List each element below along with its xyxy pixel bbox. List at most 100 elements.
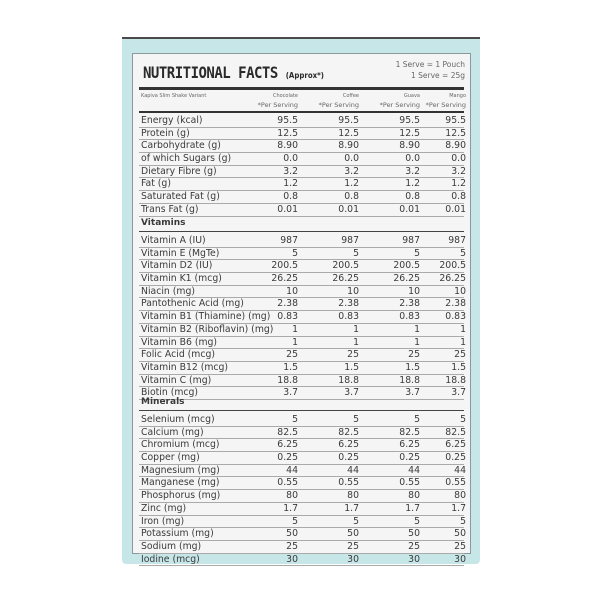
nutrient-value: 0.83 bbox=[445, 311, 466, 323]
vitamins-heading: Vitamins bbox=[139, 218, 464, 232]
nutrient-value: 50 bbox=[408, 528, 420, 540]
nutrient-value: 3.7 bbox=[283, 387, 298, 399]
nutrient-value: 50 bbox=[347, 528, 359, 540]
nutrient-value: 95.5 bbox=[399, 115, 420, 126]
nutrient-label: Vitamin A (IU) bbox=[141, 235, 206, 246]
nutrient-value: 12.5 bbox=[445, 127, 466, 139]
macros-section: Energy (kcal) 95.5 95.5 95.5 95.5 Protein (g)… bbox=[139, 115, 466, 217]
minerals-section: Minerals Selenium (mcg) 5 5 5 5 Calcium (mg) 8… bbox=[139, 397, 466, 567]
nutrient-value: 0.01 bbox=[338, 203, 359, 215]
nutrient-value: 26.25 bbox=[393, 273, 420, 285]
nutrient-row: Iron (mg) 5 5 5 5 bbox=[139, 515, 466, 529]
nutrient-label: Vitamin B1 (Thiamine) (mg) bbox=[141, 311, 271, 323]
nutrient-value: 200.5 bbox=[393, 260, 420, 272]
nutrient-value: 987 bbox=[402, 235, 420, 246]
nutrient-value: 25 bbox=[454, 540, 466, 552]
nutrient-label: Vitamin D2 (IU) bbox=[141, 260, 213, 272]
nutrient-value: 10 bbox=[454, 285, 466, 297]
nutrient-value: 0.55 bbox=[338, 477, 359, 489]
nutrient-label: Copper (mg) bbox=[141, 452, 200, 464]
nutrient-value: 6.25 bbox=[399, 439, 420, 451]
nutrient-row: Vitamin K1 (mcg) 26.25 26.25 26.25 26.25 bbox=[139, 273, 466, 286]
nutrient-value: 50 bbox=[286, 528, 298, 540]
nutrient-value: 5 bbox=[353, 515, 359, 527]
nutrient-label: Folic Acid (mcg) bbox=[141, 349, 216, 361]
nutrient-value: 95.5 bbox=[445, 115, 466, 126]
nutrient-label: Selenium (mcg) bbox=[141, 414, 215, 425]
nutrient-row: Chromium (mcg) 6.25 6.25 6.25 6.25 bbox=[139, 439, 466, 453]
nutrient-row: Zinc (mg) 1.7 1.7 1.7 1.7 bbox=[139, 502, 466, 516]
nutrient-label: Trans Fat (g) bbox=[141, 203, 199, 215]
nutrient-value: 6.25 bbox=[277, 439, 298, 451]
nutrient-label: Energy (kcal) bbox=[141, 115, 203, 126]
nutrient-label: Vitamin E (MgTe) bbox=[141, 247, 220, 259]
nutrient-value: 987 bbox=[280, 235, 298, 246]
nutrient-value: 0.55 bbox=[445, 477, 466, 489]
nutrient-value: 5 bbox=[460, 515, 466, 527]
nutrient-value: 95.5 bbox=[338, 115, 359, 126]
nutrient-value: 1 bbox=[353, 336, 359, 348]
nutrient-value: 82.5 bbox=[399, 426, 420, 438]
nutrient-value: 44 bbox=[454, 464, 466, 476]
nutrient-value: 44 bbox=[347, 464, 359, 476]
nutrient-row: Energy (kcal) 95.5 95.5 95.5 95.5 bbox=[139, 115, 466, 128]
nutrient-value: 30 bbox=[286, 553, 298, 565]
nutrient-label: Vitamin B12 (mcg) bbox=[141, 361, 229, 373]
nutrient-row: Vitamin B6 (mg) 1 1 1 1 bbox=[139, 336, 466, 350]
nutrient-value: 1.7 bbox=[344, 502, 359, 514]
serve-size-pouch: 1 Serve = 1 Pouch bbox=[395, 60, 465, 69]
nutrient-value: 5 bbox=[292, 515, 298, 527]
nutrient-value: 30 bbox=[347, 553, 359, 565]
nutrient-value: 0.8 bbox=[451, 191, 466, 203]
nutrient-value: 10 bbox=[286, 285, 298, 297]
nutrient-value: 200.5 bbox=[332, 260, 359, 272]
column-header-mango: Mango *Per Serving bbox=[425, 93, 466, 109]
nutrient-row: Selenium (mcg) 5 5 5 5 bbox=[139, 414, 466, 427]
nutrient-value: 18.8 bbox=[338, 374, 359, 386]
nutrient-value: 5 bbox=[353, 414, 359, 425]
nutrient-row: Pantothenic Acid (mg) 2.38 2.38 2.38 2.38 bbox=[139, 298, 466, 312]
nutrient-value: 18.8 bbox=[277, 374, 298, 386]
nutrient-label: Phosphorus (mg) bbox=[141, 490, 221, 502]
nutrient-value: 8.90 bbox=[277, 140, 298, 152]
nutrient-row: Vitamin E (MgTe) 5 5 5 5 bbox=[139, 247, 466, 261]
serve-size-grams: 1 Serve = 25g bbox=[410, 71, 465, 80]
nutrient-value: 1.2 bbox=[451, 178, 466, 190]
nutrient-label: Dietary Fibre (g) bbox=[141, 165, 217, 177]
nutrient-value: 1 bbox=[292, 323, 298, 335]
nutrient-row: Vitamin A (IU) 987 987 987 987 bbox=[139, 235, 466, 248]
nutrient-row: Copper (mg) 0.25 0.25 0.25 0.25 bbox=[139, 452, 466, 465]
nutrient-row: Magnesium (mg) 44 44 44 44 bbox=[139, 464, 466, 478]
nutrient-value: 3.7 bbox=[344, 387, 359, 399]
nutrient-value: 6.25 bbox=[338, 439, 359, 451]
nutrient-value: 0.01 bbox=[277, 203, 298, 215]
nutrient-value: 12.5 bbox=[338, 127, 359, 139]
nutrient-value: 1 bbox=[292, 336, 298, 348]
nutrient-label: Manganese (mg) bbox=[141, 477, 220, 489]
nutrient-value: 1 bbox=[414, 336, 420, 348]
nutrient-label: Vitamin B6 (mg) bbox=[141, 336, 218, 348]
nutrient-label: of which Sugars (g) bbox=[141, 153, 232, 165]
nutrient-value: 0.55 bbox=[277, 477, 298, 489]
nutrient-value: 0.0 bbox=[405, 153, 420, 165]
nutrient-value: 1 bbox=[353, 323, 359, 335]
nutrient-value: 3.7 bbox=[451, 387, 466, 399]
nutrient-value: 1.7 bbox=[283, 502, 298, 514]
nutrient-label: Vitamin C (mg) bbox=[141, 374, 212, 386]
nutrient-value: 25 bbox=[347, 349, 359, 361]
nutrient-value: 5 bbox=[414, 414, 420, 425]
nutrient-value: 0.01 bbox=[445, 203, 466, 215]
nutrient-value: 1 bbox=[460, 336, 466, 348]
nutrient-value: 18.8 bbox=[399, 374, 420, 386]
nutrient-value: 30 bbox=[408, 553, 420, 565]
nutrient-value: 1.5 bbox=[283, 361, 298, 373]
nutrient-row: Vitamin B1 (Thiamine) (mg) 0.83 0.83 0.83 0.… bbox=[139, 311, 466, 324]
nutrient-value: 0.25 bbox=[445, 452, 466, 464]
nutrient-value: 5 bbox=[414, 247, 420, 259]
nutrient-row: Biotin (mcg) 3.7 3.7 3.7 3.7 bbox=[139, 387, 466, 400]
nutrient-value: 200.5 bbox=[271, 260, 298, 272]
nutrient-value: 12.5 bbox=[277, 127, 298, 139]
nutrient-value: 1.2 bbox=[405, 178, 420, 190]
nutrient-label: Niacin (mg) bbox=[141, 285, 195, 297]
nutrient-value: 10 bbox=[408, 285, 420, 297]
